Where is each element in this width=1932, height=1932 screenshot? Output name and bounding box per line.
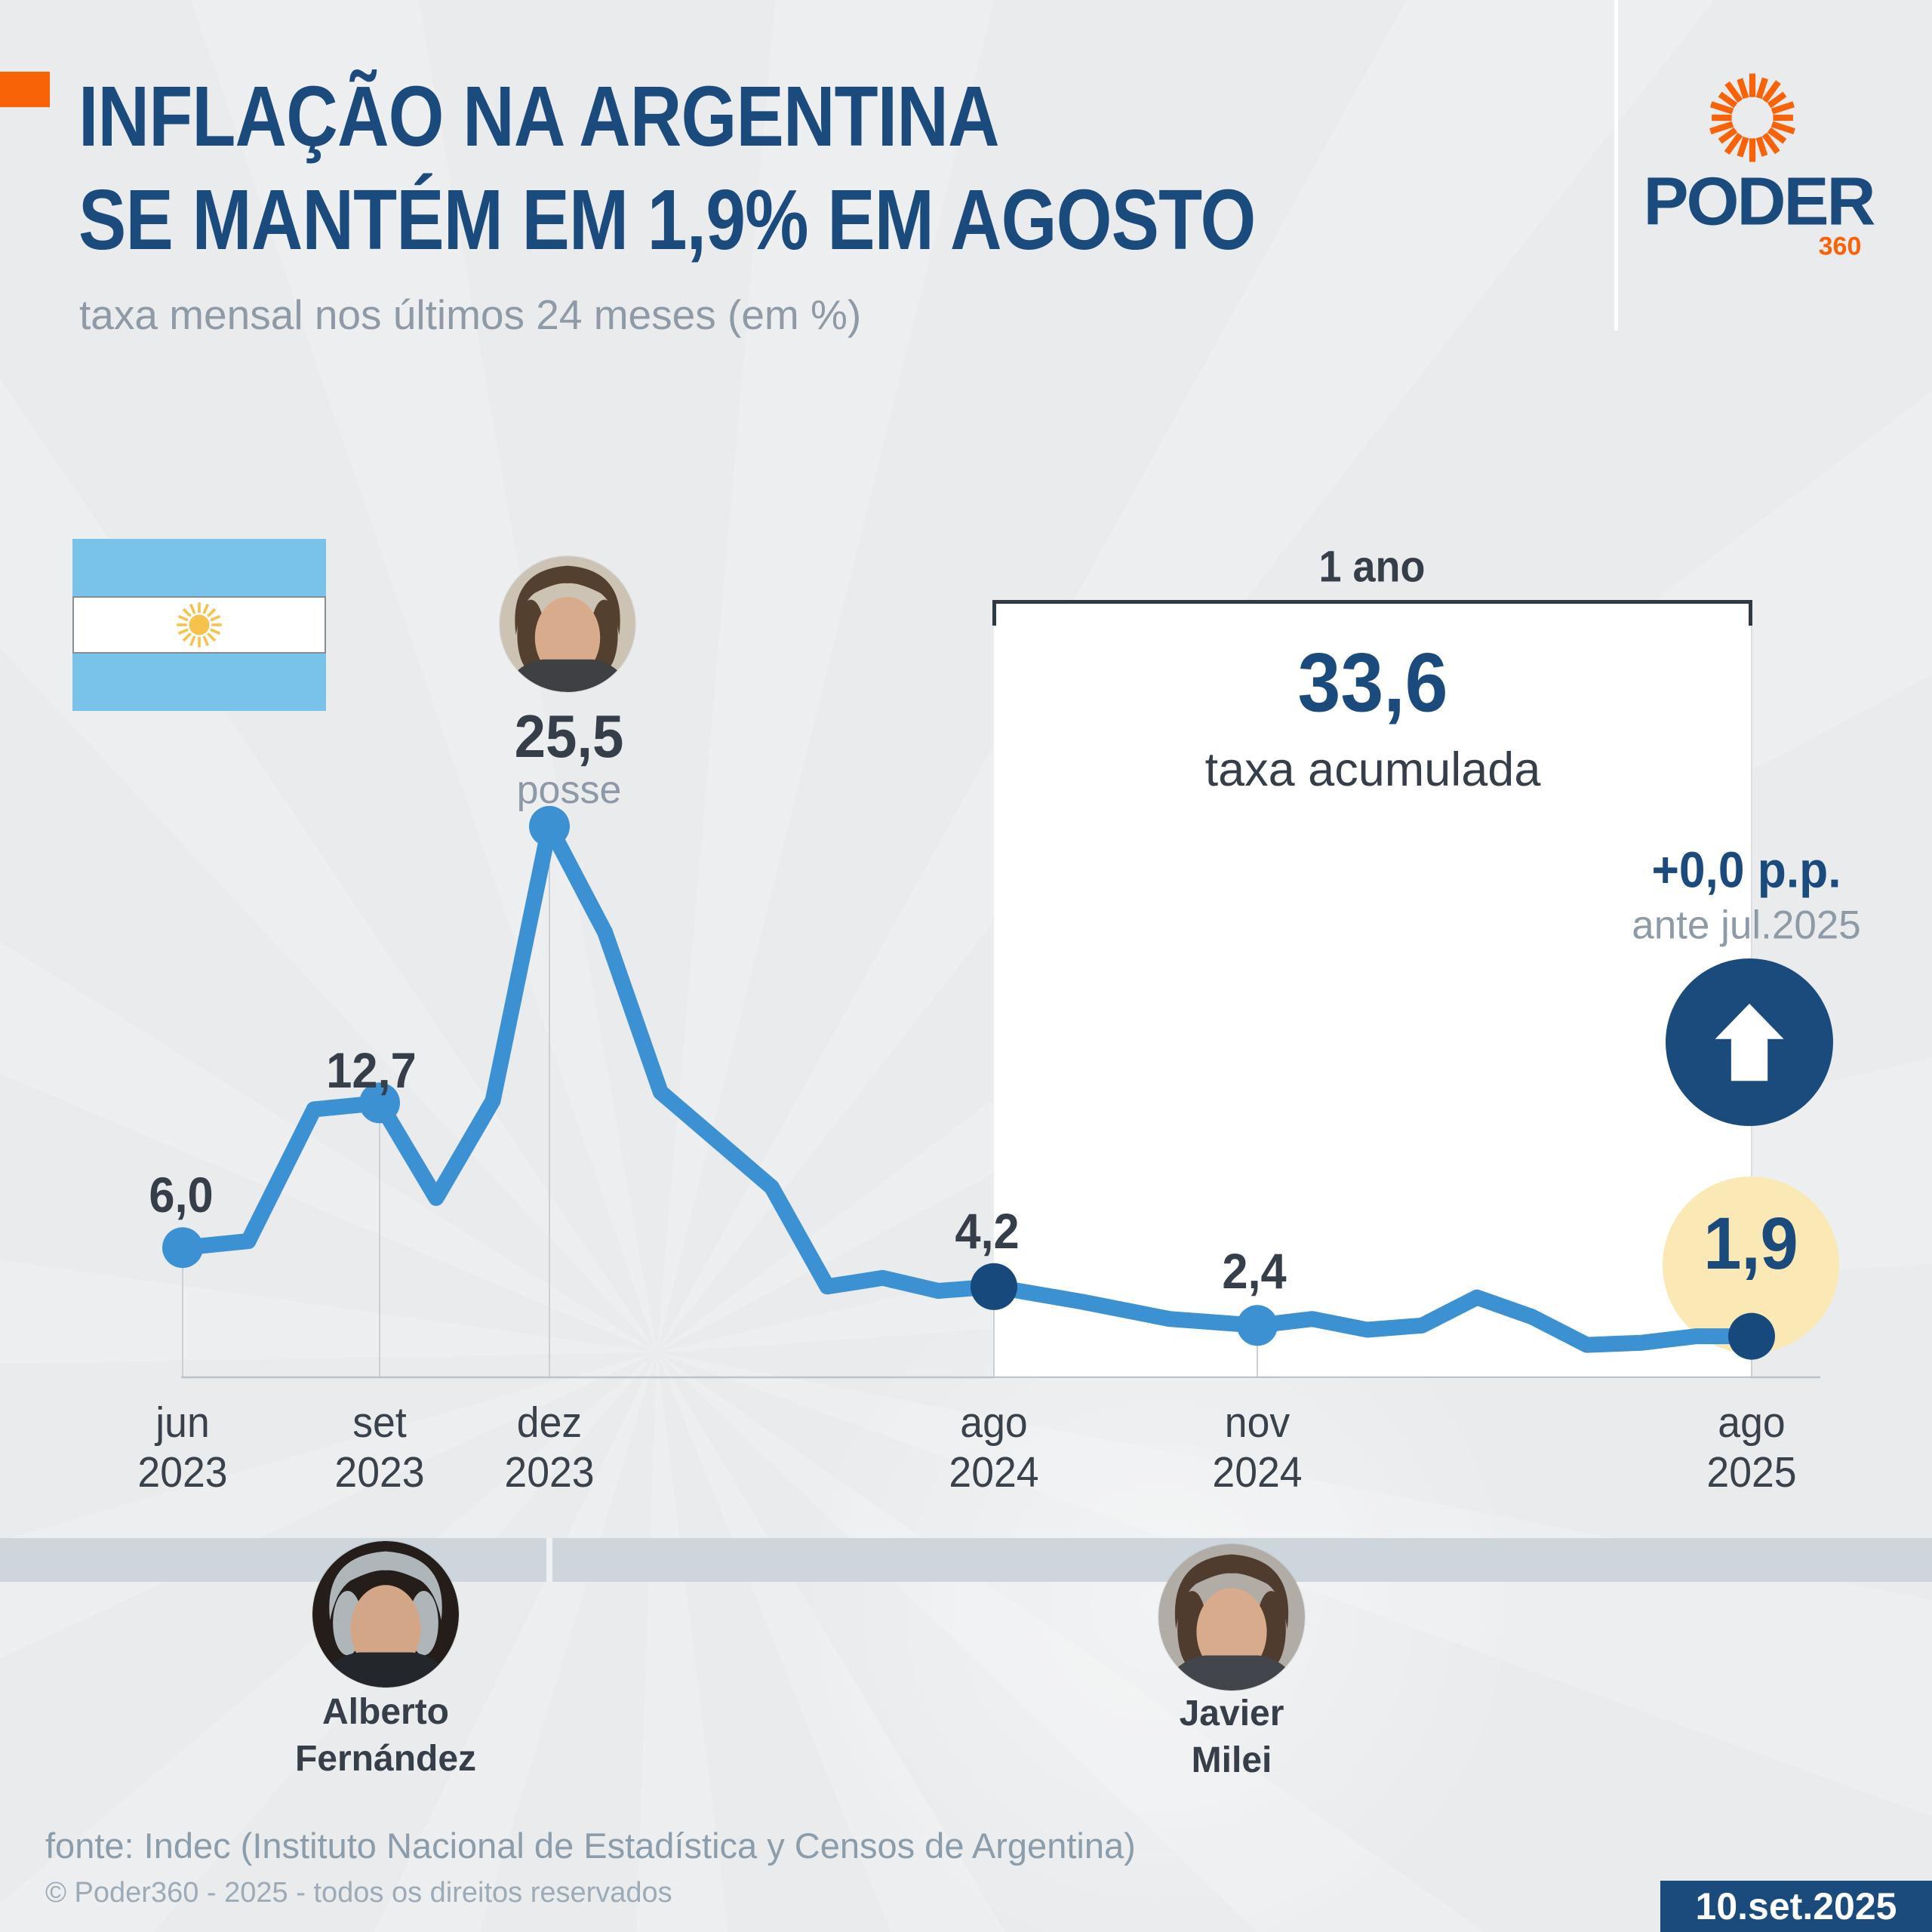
data-point-dez-2023 xyxy=(529,805,570,847)
presidency-timeline-band xyxy=(0,1538,1932,1582)
flag-stripe-bottom xyxy=(72,654,326,711)
page-title-line2: SE MANTÉM EM 1,9% EM AGOSTO xyxy=(78,172,1256,267)
accumulated-rate-value: 33,6 xyxy=(1297,636,1448,730)
value-label-dez-2023: 25,5 xyxy=(514,703,624,770)
x-axis-label-ago-2024: ago 2024 xyxy=(949,1398,1039,1497)
accumulated-rate-caption: taxa acumulada xyxy=(1204,743,1541,796)
x-axis-label-ago-2025: ago 2025 xyxy=(1706,1398,1797,1497)
value-label-jun-2023: 6,0 xyxy=(149,1167,214,1223)
one-year-highlight-box xyxy=(994,602,1752,1379)
flag-stripe-top xyxy=(72,539,326,596)
x-axis-label-nov-2024: nov 2024 xyxy=(1212,1398,1303,1497)
publication-date-badge: 10.set.2025 xyxy=(1660,1881,1932,1932)
photo-alberto-fernandez xyxy=(312,1541,459,1687)
title-accent-square xyxy=(0,72,50,107)
president-name-first: Javier xyxy=(1179,1694,1284,1734)
bracket-right-tick xyxy=(1749,600,1752,626)
value-label-ago-2024: 4,2 xyxy=(955,1203,1020,1259)
arrow-up-icon xyxy=(1715,1003,1784,1081)
president-name-last: Fernández xyxy=(294,1739,477,1779)
poder360-suffix: 360 xyxy=(1818,232,1862,261)
sun-of-may-icon xyxy=(177,602,222,648)
posse-caption: posse xyxy=(516,768,622,812)
delta-value: +0,0 p.p. xyxy=(1651,841,1841,899)
page-subtitle: taxa mensal nos últimos 24 meses (em %) xyxy=(79,291,862,338)
header-divider xyxy=(1614,0,1618,331)
delta-caption: ante jul.2025 xyxy=(1632,903,1861,948)
one-year-label: 1 ano xyxy=(1318,542,1426,592)
argentina-flag xyxy=(72,539,326,711)
data-point-jun-2023 xyxy=(162,1227,203,1269)
publication-date: 10.set.2025 xyxy=(1695,1885,1897,1927)
data-point-nov-2024 xyxy=(1237,1305,1278,1346)
value-label-ago-2025: 1,9 xyxy=(1703,1202,1798,1284)
value-label-set-2023: 12,7 xyxy=(326,1042,417,1098)
photo-javier-milei xyxy=(1158,1544,1305,1690)
page-title-line1: INFLAÇÃO NA ARGENTINA xyxy=(78,69,1000,164)
bracket-left-tick xyxy=(992,600,996,626)
x-axis-label-set-2023: set 2023 xyxy=(334,1398,425,1497)
data-point-ago-2024 xyxy=(971,1263,1017,1310)
source-credit: fonte: Indec (Instituto Nacional de Esta… xyxy=(45,1826,1136,1866)
value-label-nov-2024: 2,4 xyxy=(1222,1243,1287,1299)
trend-up-badge xyxy=(1666,958,1833,1126)
x-axis-label-jun-2023: jun 2023 xyxy=(137,1398,228,1497)
inflation-series-line xyxy=(174,818,1760,1353)
poder360-sunburst-icon xyxy=(1704,69,1801,166)
data-point-set-2023 xyxy=(359,1082,400,1124)
data-point-ago-2025 xyxy=(1728,1312,1775,1360)
president-name-last: Milei xyxy=(1191,1740,1272,1780)
copyright-note: © Poder360 - 2025 - todos os direitos re… xyxy=(45,1877,672,1909)
poder360-wordmark: PODER xyxy=(1643,164,1875,240)
presidency-transition-tick xyxy=(546,1538,552,1582)
one-year-bracket xyxy=(992,600,1752,604)
president-name-first: Alberto xyxy=(322,1692,449,1732)
photo-javier-milei-posse xyxy=(500,556,635,692)
flag-stripe-middle xyxy=(72,596,326,654)
x-axis-label-dez-2023: dez 2023 xyxy=(504,1398,595,1497)
